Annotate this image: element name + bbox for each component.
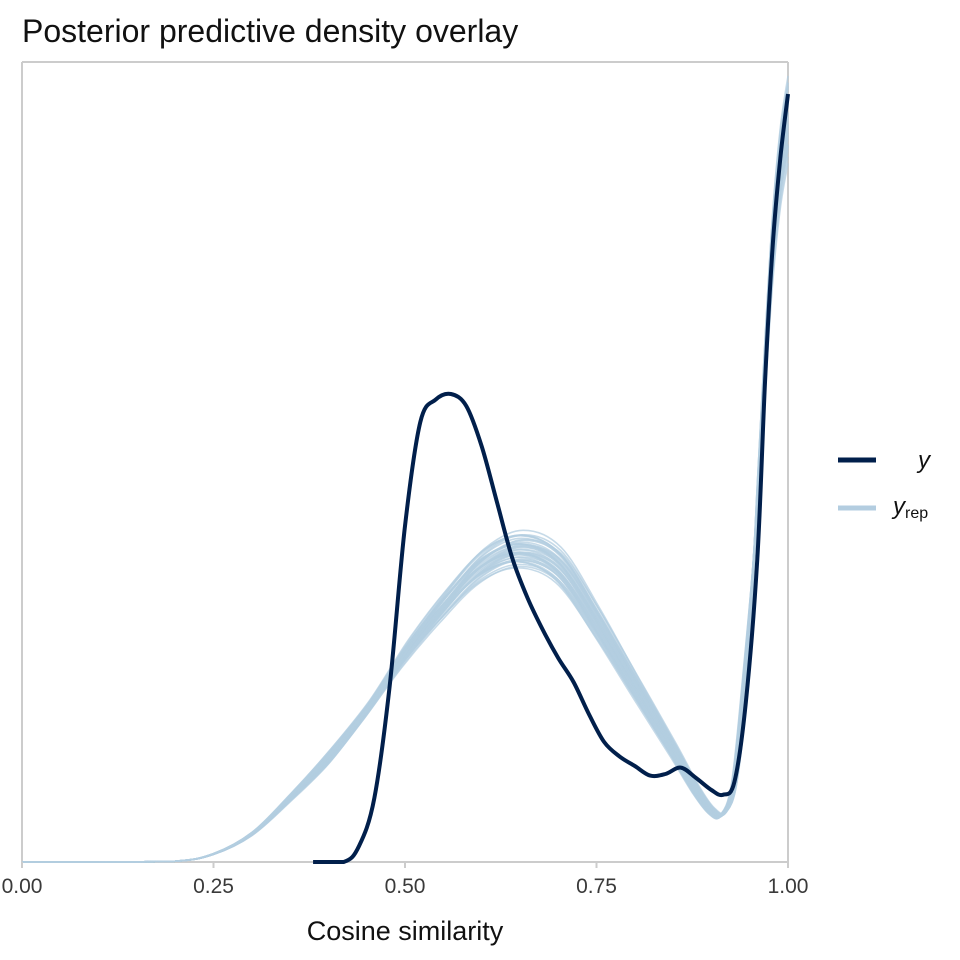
- x-axis-label: Cosine similarity: [307, 916, 504, 946]
- yrep-draw-line: [22, 102, 789, 863]
- yrep-series-group: [22, 75, 789, 863]
- x-tick-label: 1.00: [768, 875, 809, 898]
- y-series-group: [313, 93, 790, 864]
- x-tick-label: 0.75: [576, 875, 617, 898]
- yrep-draw-line: [22, 85, 789, 863]
- x-tick-label: 0.25: [193, 875, 234, 898]
- yrep-draw-line: [22, 129, 789, 863]
- legend-yrep-label-subscript: rep: [905, 505, 928, 522]
- legend-yrep-label: yrep: [891, 493, 928, 522]
- chart-title: Posterior predictive density overlay: [22, 13, 518, 49]
- x-tick-label: 0.50: [385, 875, 426, 898]
- plot-area: 0.00 0.25 0.50 0.75 1.00: [2, 61, 809, 898]
- x-tick-label: 0.00: [2, 875, 43, 898]
- yrep-draw-line: [22, 116, 789, 863]
- x-ticks: 0.00 0.25 0.50 0.75 1.00: [2, 862, 809, 898]
- legend: y yrep: [838, 447, 932, 522]
- legend-y-label: y: [916, 447, 932, 474]
- yrep-draw-line: [22, 88, 789, 863]
- legend-yrep-label-base: y: [891, 493, 907, 520]
- y-density-line: [313, 93, 790, 864]
